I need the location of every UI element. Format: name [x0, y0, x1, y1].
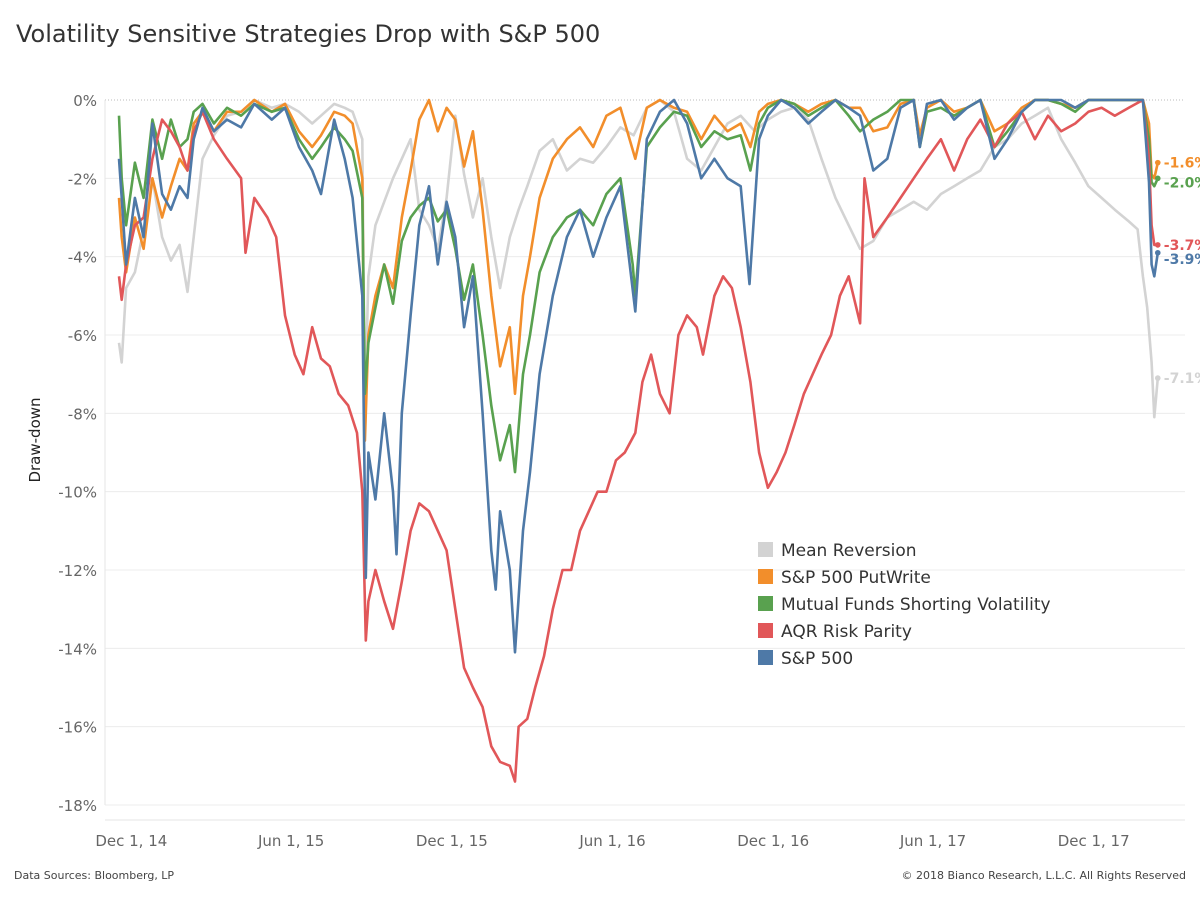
end-point-s-p-500 [1154, 249, 1161, 256]
end-point-s-p-500-putwrite [1154, 159, 1161, 166]
x-tick-label: Dec 1, 14 [95, 832, 167, 850]
series-line-s-p-500 [117, 98, 1160, 654]
grid-lines [104, 99, 1185, 821]
x-axis: Dec 1, 14 Jun 1, 15 Dec 1, 15 Jun 1, 16 Dec … [95, 832, 1129, 850]
end-label-s-p-500: -3.9% [1164, 252, 1200, 268]
y-tick-label: -18% [58, 797, 97, 815]
x-tick-label: Dec 1, 17 [1058, 832, 1130, 850]
y-tick-label: -4% [68, 249, 97, 267]
y-axis: 0% -2% -4% -6% -8% -10% -12% -14% -16% -18% [58, 92, 97, 815]
end-point-mean-reversion [1154, 375, 1161, 381]
legend: Mean Reversion S&P 500 PutWrite Mutual Fun… [758, 541, 1051, 669]
legend-swatch-mean-reversion [758, 542, 773, 557]
y-tick-label: -8% [68, 405, 97, 423]
legend-swatch-aqr-risk-parity [758, 623, 773, 638]
x-tick-label: Jun 1, 15 [257, 832, 324, 850]
legend-label-mutual-funds-shorting-volatility: Mutual Funds Shorting Volatility [781, 595, 1051, 615]
x-tick-label: Jun 1, 16 [578, 832, 645, 850]
data-source-note: Data Sources: Bloomberg, LP [14, 869, 175, 882]
y-tick-label: 0% [73, 92, 97, 110]
legend-label-s-p-500: S&P 500 [781, 649, 853, 669]
end-point-aqr-risk-parity [1154, 242, 1161, 248]
legend-swatch-s-p-500-putwrite [758, 569, 773, 584]
y-tick-label: -10% [58, 484, 97, 502]
series-lines [117, 98, 1160, 783]
y-tick-label: -6% [68, 327, 97, 345]
end-labels: -7.1% -1.6% -2.0% -3.7%-3.9% [1154, 156, 1200, 387]
legend-swatch-mutual-funds-shorting-volatility [758, 596, 773, 611]
end-label-aqr-risk-parity: -3.7% [1164, 238, 1200, 254]
x-tick-label: Jun 1, 17 [899, 832, 966, 850]
y-tick-label: -2% [68, 170, 97, 188]
copyright-note: © 2018 Bianco Research, L.L.C. All Right… [901, 869, 1186, 882]
legend-label-s-p-500-putwrite: S&P 500 PutWrite [781, 568, 931, 588]
y-tick-label: -12% [58, 562, 97, 580]
legend-label-mean-reversion: Mean Reversion [781, 541, 917, 561]
chart-title: Volatility Sensitive Strategies Drop wit… [16, 20, 601, 48]
end-point-mutual-funds-shorting-volatility [1154, 175, 1161, 182]
legend-label-aqr-risk-parity: AQR Risk Parity [781, 622, 912, 642]
y-axis-label: Draw-down [26, 397, 44, 482]
y-tick-label: -16% [58, 719, 97, 737]
end-label-mean-reversion: -7.1% [1164, 371, 1200, 387]
x-tick-label: Dec 1, 16 [737, 832, 809, 850]
legend-swatch-s-p-500 [758, 650, 773, 665]
series-line-aqr-risk-parity [117, 98, 1158, 783]
x-tick-label: Dec 1, 15 [416, 832, 488, 850]
end-label-s-p-500-putwrite: -1.6% [1164, 156, 1200, 172]
end-label-mutual-funds-shorting-volatility: -2.0% [1164, 175, 1200, 191]
y-tick-label: -14% [58, 640, 97, 658]
